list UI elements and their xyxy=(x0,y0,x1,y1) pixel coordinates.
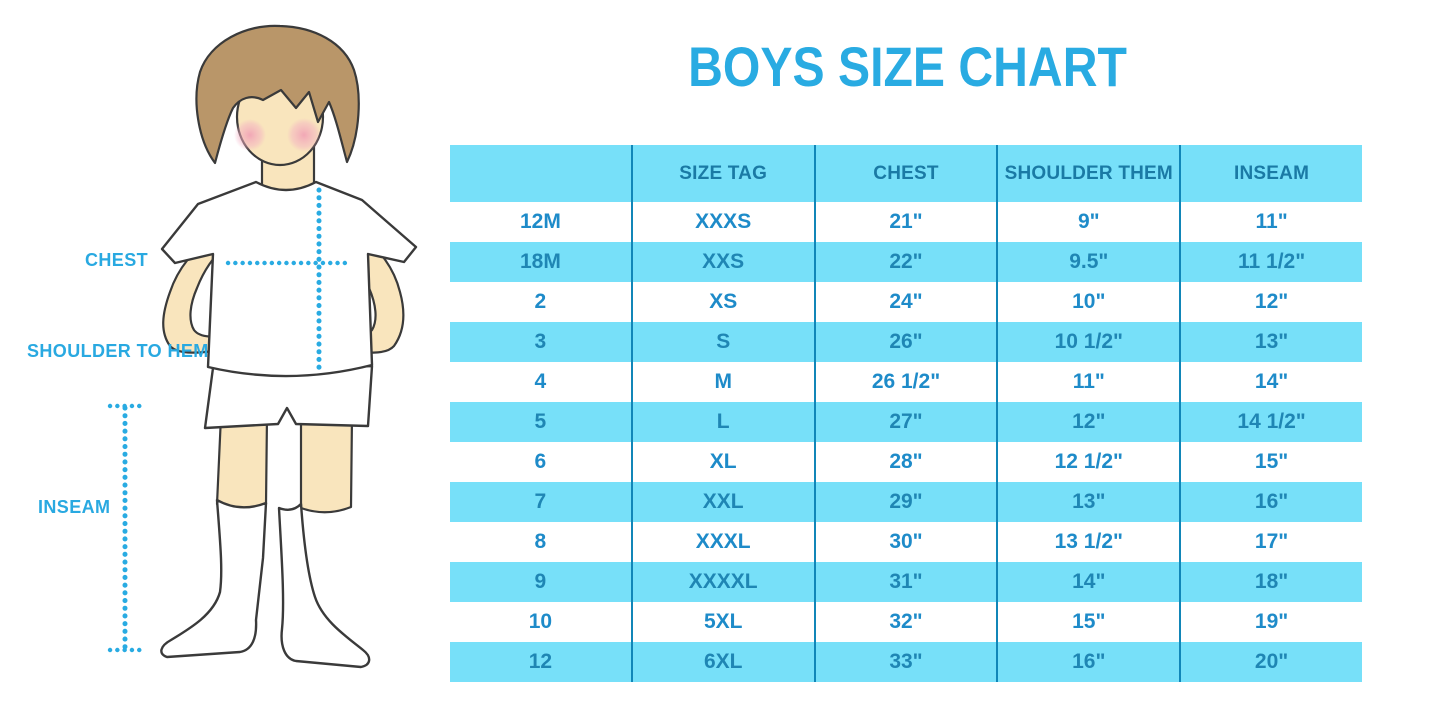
table-cell: 3 xyxy=(450,322,633,362)
table-row: 12M XXXS 21" 9" 11" xyxy=(450,202,1362,242)
table-row: 4 M 26 1/2" 11" 14" xyxy=(450,362,1362,402)
table-row: 7 XXL 29" 13" 16" xyxy=(450,482,1362,522)
header-cell xyxy=(450,145,633,202)
table-cell: 12 xyxy=(450,642,633,682)
table-row: 6 XL 28" 12 1/2" 15" xyxy=(450,442,1362,482)
table-cell: 9" xyxy=(998,202,1182,242)
table-row: 2 XS 24" 10" 12" xyxy=(450,282,1362,322)
right-sock xyxy=(277,502,371,669)
table-cell: XXXL xyxy=(633,522,816,562)
header-cell: SHOULDER THEM xyxy=(998,145,1182,202)
left-blush xyxy=(234,119,266,151)
table-cell: 8 xyxy=(450,522,633,562)
table-cell: M xyxy=(633,362,816,402)
hair xyxy=(195,24,360,165)
table-cell: 24" xyxy=(816,282,999,322)
table-cell: 12" xyxy=(998,402,1182,442)
table-cell: 27" xyxy=(816,402,999,442)
table-cell: 26" xyxy=(816,322,999,362)
table-cell: 11 1/2" xyxy=(1237,250,1306,273)
table-cell: 13" xyxy=(998,482,1182,522)
table-cell: 17" xyxy=(1254,530,1289,553)
table-cell: 19" xyxy=(1254,610,1289,633)
table-row: 8 XXXL 30" 13 1/2" 17" xyxy=(450,522,1362,562)
table-cell: 9.5" xyxy=(998,242,1182,282)
table-cell: 10" xyxy=(998,282,1182,322)
table-cell: 5XL xyxy=(633,602,816,642)
chest-label: CHEST xyxy=(85,250,149,270)
table-cell: 16" xyxy=(998,642,1182,682)
table-cell: 6XL xyxy=(633,642,816,682)
table-cell: 20" xyxy=(1254,650,1289,673)
table-cell: 18M xyxy=(450,242,633,282)
t-shirt xyxy=(160,180,418,378)
table-cell: 26 1/2" xyxy=(816,362,999,402)
table-cell: 21" xyxy=(816,202,999,242)
right-leg xyxy=(299,414,354,514)
left-leg xyxy=(215,414,269,511)
table-cell: 12" xyxy=(1254,290,1289,313)
table-cell: XXXS xyxy=(633,202,816,242)
table-cell: 12M xyxy=(450,202,633,242)
table-cell: 6 xyxy=(450,442,633,482)
table-cell: 13 1/2" xyxy=(998,522,1182,562)
table-cell: 15" xyxy=(998,602,1182,642)
header-cell: CHEST xyxy=(816,145,999,202)
inseam-label: INSEAM xyxy=(38,497,111,517)
table-cell: XXXXL xyxy=(633,562,816,602)
table-cell: 15" xyxy=(1254,450,1289,473)
table-row: 9 XXXXL 31" 14" 18" xyxy=(450,562,1362,602)
table-cell: 12 1/2" xyxy=(998,442,1182,482)
table-cell: 9 xyxy=(450,562,633,602)
table-row: 5 L 27" 12" 14 1/2" xyxy=(450,402,1362,442)
table-cell: 31" xyxy=(816,562,999,602)
table-cell: 28" xyxy=(816,442,999,482)
table-cell: 10 xyxy=(450,602,633,642)
table-cell: 18" xyxy=(1254,570,1289,593)
page-title: BOYS SIZE CHART xyxy=(688,35,1127,98)
header-cell: INSEAM xyxy=(1234,163,1310,184)
table-cell: 30" xyxy=(816,522,999,562)
table-cell: 32" xyxy=(816,602,999,642)
table-cell: S xyxy=(633,322,816,362)
table-cell: XS xyxy=(633,282,816,322)
table-cell: 22" xyxy=(816,242,999,282)
table-cell: 14 1/2" xyxy=(1237,410,1306,433)
table-row: 10 5XL 32" 15" 19" xyxy=(450,602,1362,642)
table-cell: 10 1/2" xyxy=(998,322,1182,362)
table-cell: L xyxy=(633,402,816,442)
table-cell: 11" xyxy=(1255,210,1288,233)
table-header-row: SIZE TAG CHEST SHOULDER THEM INSEAM xyxy=(450,145,1362,202)
table-row: 18M XXS 22" 9.5" 11 1/2" xyxy=(450,242,1362,282)
left-sock xyxy=(160,498,268,659)
table-cell: XXL xyxy=(633,482,816,522)
table-cell: 7 xyxy=(450,482,633,522)
table-cell: 14" xyxy=(1254,370,1289,393)
table-cell: 4 xyxy=(450,362,633,402)
shorts xyxy=(203,364,374,430)
table-row: 12 6XL 33" 16" 20" xyxy=(450,642,1362,682)
shoulder-to-hem-label: SHOULDER TO HEM xyxy=(27,341,209,361)
table-cell: 33" xyxy=(816,642,999,682)
table-cell: 16" xyxy=(1254,490,1289,513)
table-cell: 11" xyxy=(998,362,1182,402)
table-cell: 13" xyxy=(1254,330,1289,353)
header-cell: SIZE TAG xyxy=(633,145,816,202)
table-cell: XXS xyxy=(633,242,816,282)
table-cell: 2 xyxy=(450,282,633,322)
table-cell: XL xyxy=(633,442,816,482)
table-row: 3 S 26" 10 1/2" 13" xyxy=(450,322,1362,362)
table-cell: 5 xyxy=(450,402,633,442)
size-table: SIZE TAG CHEST SHOULDER THEM INSEAM 12M XXXS 2… xyxy=(450,145,1362,682)
right-blush xyxy=(287,118,321,152)
boy-illustration xyxy=(107,24,418,669)
table-cell: 14" xyxy=(998,562,1182,602)
table-cell: 29" xyxy=(816,482,999,522)
